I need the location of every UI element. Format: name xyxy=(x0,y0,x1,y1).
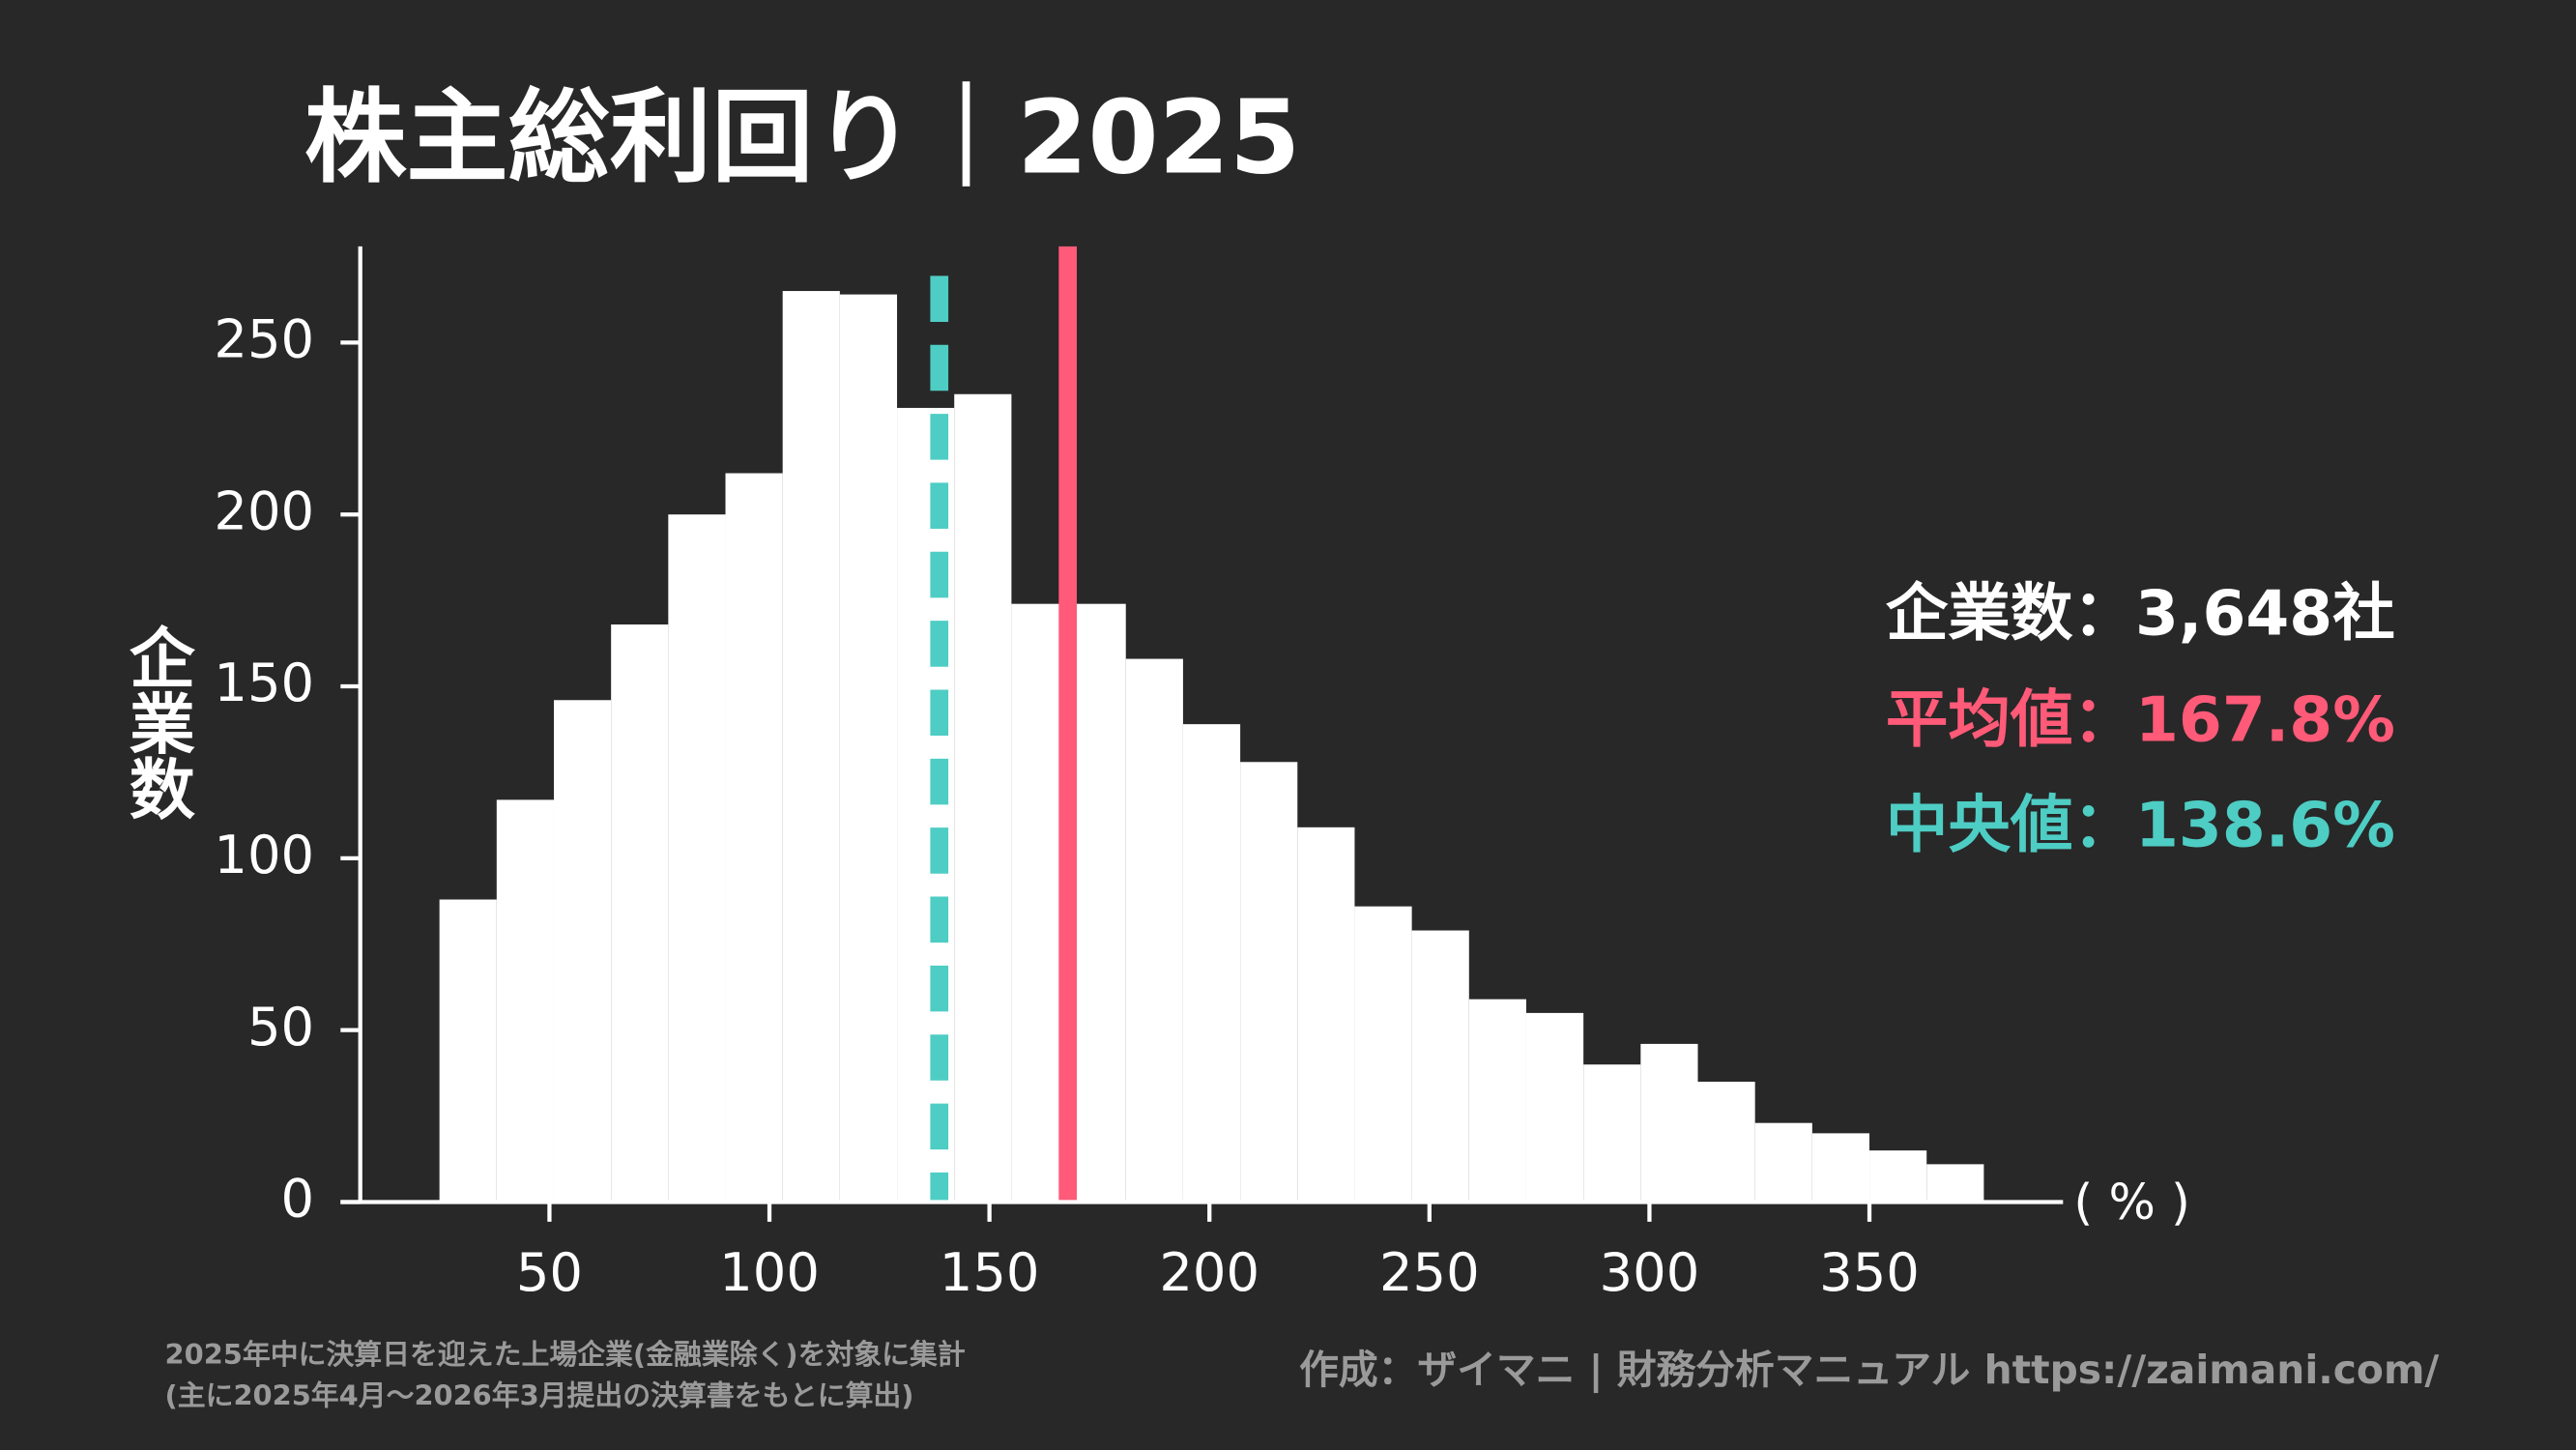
x-tick-label: 200 xyxy=(1159,1242,1259,1303)
bar xyxy=(668,514,726,1203)
y-tick-label: 50 xyxy=(247,997,314,1058)
bar xyxy=(611,624,669,1203)
bar xyxy=(1125,658,1183,1203)
bar xyxy=(496,799,554,1203)
bar xyxy=(1068,603,1126,1203)
bar xyxy=(725,473,783,1203)
x-tick-label: 50 xyxy=(516,1242,583,1303)
bar xyxy=(1525,1012,1584,1203)
bar xyxy=(1468,999,1526,1203)
bar xyxy=(1297,826,1355,1203)
y-axis-label: 企業数 xyxy=(117,624,194,821)
x-tick-label: 100 xyxy=(719,1242,820,1303)
bar xyxy=(1697,1082,1755,1203)
bar xyxy=(1811,1133,1870,1203)
bar xyxy=(1754,1122,1812,1203)
x-tick-label: 250 xyxy=(1379,1242,1480,1303)
y-tick-label: 100 xyxy=(214,825,314,885)
y-tick-label: 200 xyxy=(214,480,314,541)
bar xyxy=(553,700,612,1203)
note: (主に2025年4月〜2026年3月提出の決算書をもとに算出) xyxy=(165,1379,914,1412)
bar xyxy=(1182,724,1241,1203)
bar xyxy=(1240,762,1298,1203)
count-label: 企業数：3,648社 xyxy=(1886,577,2395,650)
bar xyxy=(839,294,898,1203)
y-tick-label: 150 xyxy=(214,652,314,713)
bar xyxy=(1869,1150,1927,1203)
x-tick-label: 150 xyxy=(940,1242,1040,1303)
note: 2025年中に決算日を迎えた上場企業(金融業除く)を対象に集計 xyxy=(165,1338,966,1371)
x-tick-label: 350 xyxy=(1819,1242,1920,1303)
bar xyxy=(1411,930,1469,1203)
bar xyxy=(1583,1064,1641,1203)
mean-label: 平均値：167.8% xyxy=(1886,684,2395,757)
bar xyxy=(954,393,1012,1203)
bar xyxy=(1354,906,1412,1203)
bar xyxy=(782,291,840,1203)
credit: 作成：ザイマニ | 財務分析マニュアル https://zaimani.com/ xyxy=(1299,1347,2439,1394)
x-tick-label: 300 xyxy=(1600,1242,1700,1303)
x-axis-label: ( % ) xyxy=(2073,1174,2190,1232)
y-tick-label: 0 xyxy=(281,1169,315,1230)
bar xyxy=(1640,1043,1698,1203)
chart-title: 株主総利回り｜2025 xyxy=(304,77,1300,196)
y-tick-label: 250 xyxy=(214,309,314,370)
median-label: 中央値：138.6% xyxy=(1886,789,2395,861)
bar xyxy=(1926,1164,1984,1203)
bar xyxy=(439,899,497,1203)
